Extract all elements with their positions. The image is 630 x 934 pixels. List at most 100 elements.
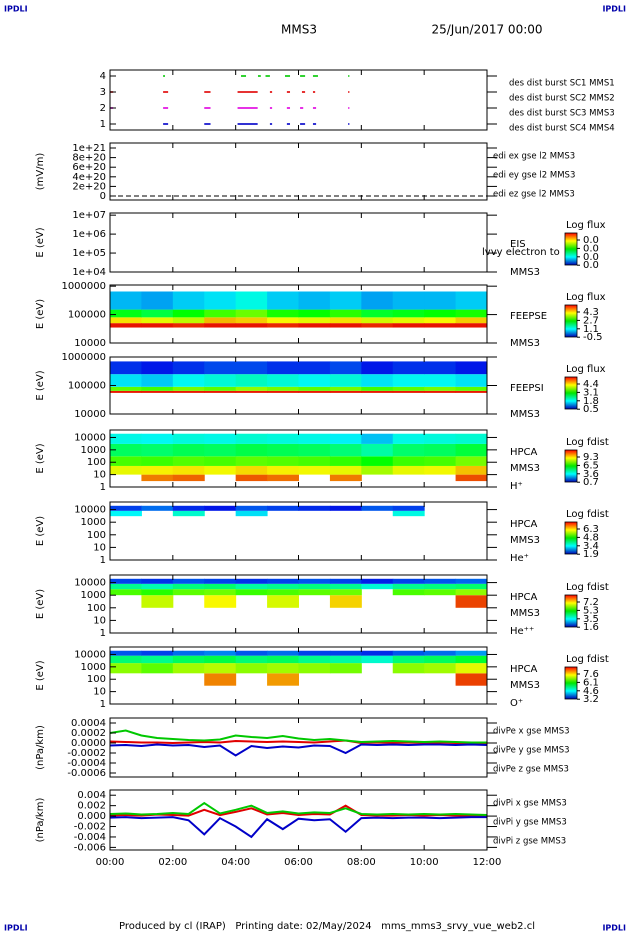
- instrument-label: HPCA: [510, 592, 538, 603]
- spectrogram-cell: [455, 673, 487, 686]
- instrument-label: HPCA: [510, 519, 538, 530]
- spectrogram-cell: [361, 374, 394, 387]
- panel-frame: [109, 69, 488, 131]
- y-tick-label: 0.0002: [71, 728, 106, 739]
- y-axis-label: E (eV): [35, 227, 46, 257]
- spectrogram-cell: [424, 291, 457, 310]
- y-tick-label: 1e+07: [72, 210, 106, 221]
- spectrogram-cell: [424, 578, 457, 584]
- burst-segment: [237, 107, 258, 109]
- spectrogram-cell: [361, 390, 394, 393]
- spectrogram-cell: [361, 386, 394, 391]
- spectrogram-cell: [267, 465, 299, 475]
- spectrogram-cell: [329, 309, 362, 318]
- colorbar-title: Log flux: [566, 220, 606, 231]
- burst-segment: [312, 107, 317, 109]
- colorbar-tick-label: 4.4: [583, 379, 599, 390]
- burst-segment: [163, 75, 165, 77]
- spectrogram-cell: [172, 361, 205, 375]
- spectrogram-cell: [204, 386, 237, 391]
- spectrogram-cell: [235, 474, 268, 482]
- spectrogram-cell: [141, 386, 174, 391]
- instrument-label: MMS3: [510, 409, 540, 420]
- burst-segment: [204, 107, 211, 109]
- legend-label: des dist burst SC4 MMS4: [509, 124, 615, 134]
- y-tick-label: 0.002: [77, 801, 106, 812]
- spectrogram-cell: [110, 317, 142, 324]
- burst-segment: [300, 75, 306, 77]
- spectrogram-cell: [141, 317, 174, 324]
- instrument-label: EIS: [510, 239, 526, 250]
- spectrogram-cell: [329, 433, 362, 444]
- spectrogram-cell: [110, 663, 142, 674]
- spectrogram-cell: [361, 583, 394, 590]
- colorbar: [564, 521, 578, 555]
- y-tick-label: 1e+04: [72, 267, 106, 278]
- spectrogram-cell: [204, 433, 237, 444]
- data-line: [110, 804, 487, 817]
- spectrogram-cell: [298, 663, 331, 674]
- spectrogram-cell: [267, 317, 299, 324]
- colorbar-title: Log fdist: [566, 654, 609, 665]
- spectrogram-cell: [172, 390, 205, 393]
- burst-segment: [257, 75, 261, 77]
- spectrogram-cell: [361, 317, 394, 324]
- y-tick-label: -0.0004: [67, 758, 106, 769]
- spectrogram-cell: [392, 650, 425, 656]
- spectrogram-cell: [172, 663, 205, 674]
- spectrogram-cell: [204, 456, 237, 466]
- colorbar: [564, 449, 578, 483]
- spectrogram-cell: [267, 390, 299, 393]
- spectrogram-cell: [204, 374, 237, 387]
- colorbar-tick-label: 4.3: [583, 307, 599, 318]
- spectrogram-cell: [298, 578, 331, 584]
- y-tick-label: 1000: [81, 517, 106, 528]
- legend-label: edi ex gse l2 MMS3: [493, 152, 575, 162]
- spectrogram-cell: [392, 374, 425, 387]
- date: 25/Jun/2017 00:00: [431, 23, 542, 37]
- spectrogram-cell: [235, 589, 268, 596]
- spectrogram-cell: [141, 505, 174, 511]
- footer-text: Produced by cl (IRAP) Printing date: 02/…: [119, 921, 535, 932]
- spectrogram-cell: [235, 578, 268, 584]
- y-tick-label: 1: [100, 555, 106, 566]
- y-axis-label: E (eV): [35, 443, 46, 473]
- instrument-label: FEEPSE: [510, 311, 547, 322]
- y-tick-label: 10: [93, 542, 106, 553]
- legend-label: divPe y gse MMS3: [493, 746, 570, 756]
- spectrogram-cell: [204, 578, 237, 584]
- annotation: lvvy electron to: [482, 247, 560, 258]
- spectrogram-cell: [298, 650, 331, 656]
- instrument-label: HPCA: [510, 447, 538, 458]
- spectrogram-cell: [329, 583, 362, 590]
- spectrogram-cell: [235, 465, 268, 475]
- spectrogram-cell: [298, 317, 331, 324]
- colorbar-tick-label: 0.0: [583, 235, 599, 246]
- y-tick-label: 6e+20: [72, 162, 106, 173]
- colorbar: [564, 304, 578, 338]
- spectrogram-cell: [267, 291, 299, 310]
- spectrogram-cell: [455, 317, 487, 324]
- spectrogram-cell: [392, 386, 425, 391]
- spectrogram-cell: [361, 433, 394, 444]
- spectrogram-cell: [361, 309, 394, 318]
- legend-label: des dist burst SC3 MMS3: [509, 109, 615, 119]
- spectrogram-cell: [455, 474, 487, 482]
- colorbar-tick-label: 1.8: [583, 396, 599, 407]
- spectrogram-cell: [455, 361, 487, 375]
- data-line: [110, 801, 487, 817]
- instrument-label: MMS3: [510, 608, 540, 619]
- colorbar-title: Log flux: [566, 292, 606, 303]
- spectrogram-cell: [141, 323, 174, 328]
- spectrogram-cell: [361, 650, 394, 656]
- burst-segment: [312, 91, 316, 93]
- corner-label: IPDLI: [4, 924, 28, 933]
- instrument-label: HPCA: [510, 664, 538, 675]
- spectrogram-cell: [267, 505, 299, 511]
- spectrogram-cell: [204, 465, 237, 475]
- colorbar: [564, 232, 578, 266]
- burst-segment: [348, 91, 350, 93]
- spectrogram-cell: [141, 650, 174, 656]
- y-tick-label: 1000: [81, 445, 106, 456]
